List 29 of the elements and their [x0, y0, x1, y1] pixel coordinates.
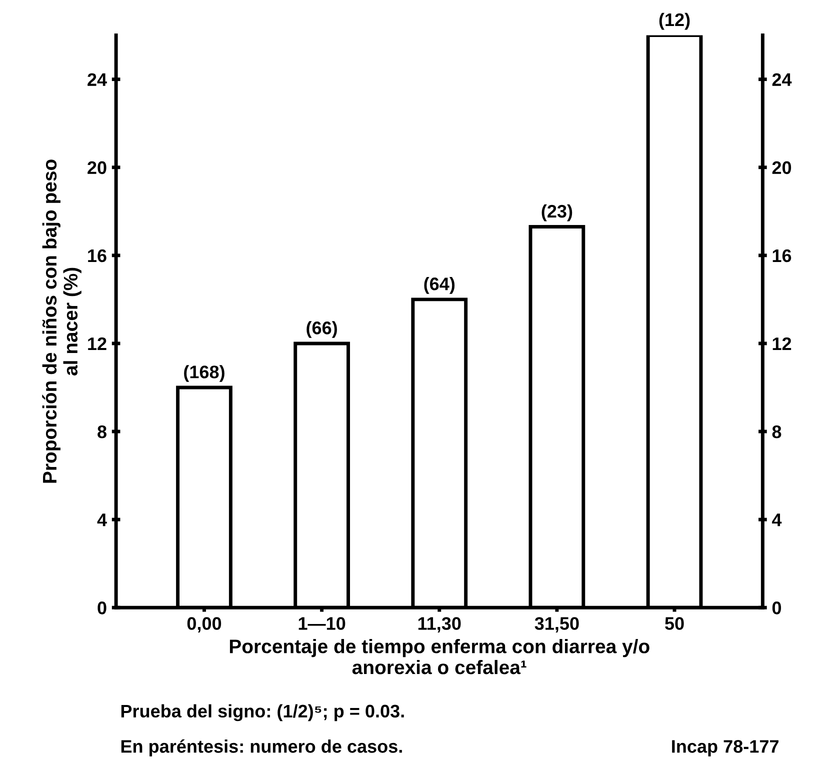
x-tick-label: 31,50	[534, 617, 579, 633]
annotation: (64)	[424, 277, 455, 294]
annotation: (66)	[306, 321, 337, 338]
y2-tick-label: 0	[772, 602, 782, 614]
y-tick-label: 12	[88, 337, 106, 350]
text: En paréntesis: numero de casos.	[121, 739, 402, 756]
y2-tick-label: 12	[772, 337, 792, 350]
text: Incap 78-177	[672, 740, 778, 756]
y-tick-label: 20	[88, 161, 106, 174]
y2-tick-label: 4	[772, 514, 782, 526]
x-tick-label: 50	[665, 617, 684, 630]
y-tick-label: 16	[88, 249, 106, 262]
text: Prueba del signo: (1/2)⁵; p = 0.03.	[121, 704, 404, 722]
y2-tick-label: 8	[772, 425, 782, 438]
y-tick-label: 24	[88, 73, 107, 86]
y-axis-title: Proporción de niños con bajo peso al nacer (%)	[42, 160, 82, 483]
x-axis-title: Porcentaje de tiempo enferma con diarrea y/o anorexia o cefalea¹	[230, 639, 650, 674]
y-tick-label: 0	[98, 602, 106, 614]
y-tick-label: 8	[98, 425, 106, 438]
annotation: (23)	[542, 204, 572, 222]
y-tick-label: 4	[97, 514, 107, 526]
annotation: (12)	[659, 12, 690, 30]
x-tick-label: 11,30	[418, 617, 461, 633]
y2-tick-label: 16	[772, 249, 792, 262]
x-tick-label: 0,00	[187, 617, 222, 633]
annotation: (168)	[184, 365, 224, 382]
y2-tick-label: 20	[772, 161, 792, 174]
y2-tick-label: 24	[772, 73, 792, 86]
x-tick-label: 1—10	[298, 617, 346, 630]
